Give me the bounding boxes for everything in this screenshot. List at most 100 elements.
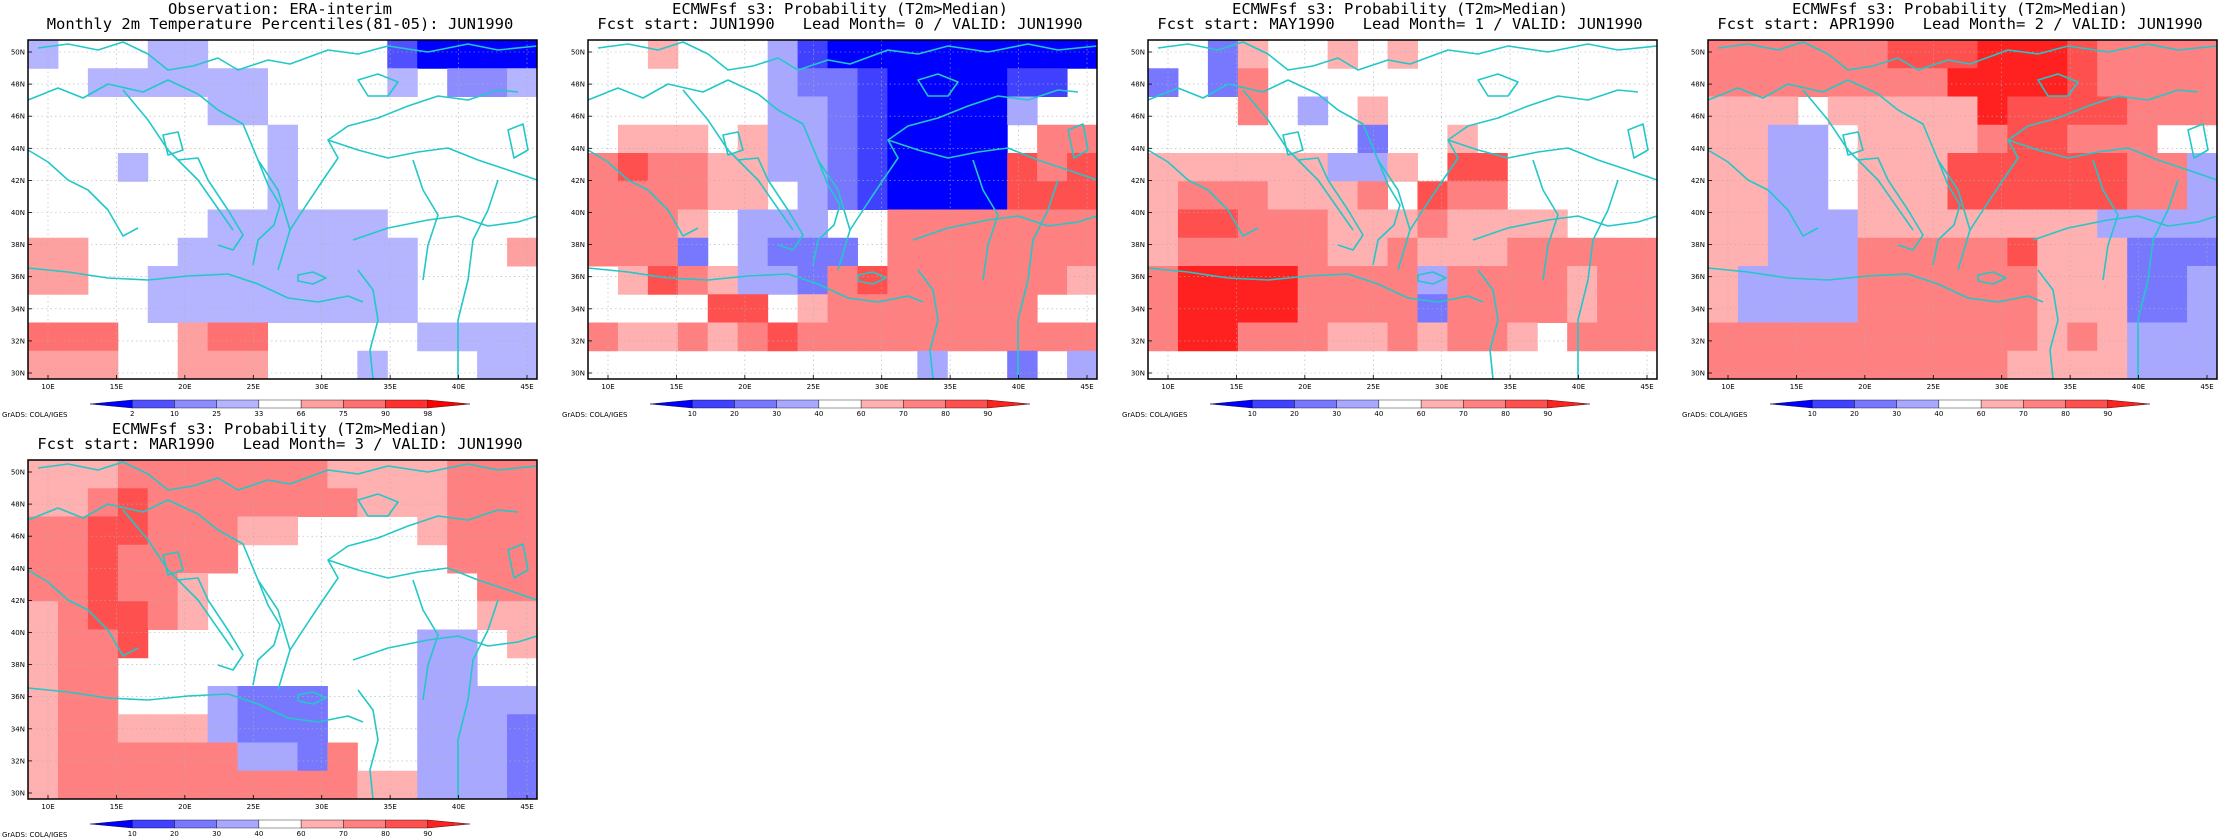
colorbar-label: 80 xyxy=(941,410,950,418)
grid-cell xyxy=(977,237,1008,267)
grid-cell xyxy=(857,40,888,69)
lat-tick-label: 42N xyxy=(571,177,585,185)
grid-cell xyxy=(477,516,508,546)
panel-forecast-lead2: 50N 48N 46N 44N 42N 40N 38N 36N 34N 32N 30N 10E 15E 2… xyxy=(1680,0,2240,420)
grid-cell xyxy=(2037,124,2068,154)
grid-cell xyxy=(1597,322,1628,352)
grid-cell xyxy=(1207,294,1239,323)
grid-cell xyxy=(447,488,478,517)
grid-cell xyxy=(2097,266,2128,295)
grid-cell xyxy=(2007,209,2038,239)
lon-tick-label: 40E xyxy=(2132,383,2145,391)
panel-observation: 50N 48N 46N 44N 42N 40N 38N 36N 34N 32N 30N 10E 15E 2… xyxy=(0,0,560,420)
colorbar-label: 10 xyxy=(170,410,179,418)
grid-cell xyxy=(237,266,269,295)
grid-cell xyxy=(827,153,858,182)
grid-cell xyxy=(207,488,239,517)
grid-cell xyxy=(147,294,179,323)
grid-cell xyxy=(1267,294,1299,323)
grid-cell xyxy=(1207,209,1239,239)
grid-cell xyxy=(1037,153,1068,182)
colorbar-swatch xyxy=(427,399,471,409)
lat-tick-label: 30N xyxy=(11,790,25,798)
lat-tick-label: 46N xyxy=(571,113,585,121)
grid-cell xyxy=(1267,237,1299,267)
colorbar-label: 90 xyxy=(381,410,390,418)
grid-cell xyxy=(507,573,538,602)
grid-cell xyxy=(237,68,269,97)
map-figure: 50N 48N 46N 44N 42N 40N 38N 36N 34N 32N 30N 10E 15E 2… xyxy=(11,39,538,418)
grid-cell xyxy=(857,68,888,97)
grid-cell xyxy=(237,742,269,772)
grid-cell xyxy=(1507,237,1538,267)
grid-cell xyxy=(1148,68,1179,97)
grid-cell xyxy=(117,573,149,602)
grid-cell xyxy=(677,153,709,182)
grid-cell xyxy=(1037,40,1068,69)
grid-cell xyxy=(1827,209,1859,239)
grid-cell xyxy=(267,153,298,182)
colorbar-label: 90 xyxy=(2103,410,2112,418)
colorbar-swatch xyxy=(776,399,820,409)
grid-cell xyxy=(1037,266,1068,295)
lon-tick-label: 25E xyxy=(247,383,260,391)
grid-cell xyxy=(917,96,948,126)
grid-cell xyxy=(2187,181,2218,210)
grid-cell xyxy=(297,209,328,239)
grid-cell xyxy=(887,181,918,210)
grid-cell xyxy=(177,350,209,380)
colorbar-swatch xyxy=(258,819,302,829)
colorbar-swatch xyxy=(1294,399,1337,409)
grid-cell xyxy=(1507,322,1538,352)
grid-cell xyxy=(1627,237,1658,267)
grid-cell xyxy=(1857,181,1889,210)
grid-cell xyxy=(87,657,119,687)
lat-tick-label: 38N xyxy=(1691,241,1705,249)
colorbar-label: 60 xyxy=(1417,410,1426,418)
grid-cell xyxy=(1797,153,1829,182)
grid-cell xyxy=(1477,153,1508,182)
grid-cell xyxy=(617,237,649,267)
grid-cell xyxy=(737,181,769,210)
grid-cell xyxy=(57,488,89,517)
probability-grid xyxy=(588,40,1098,380)
grid-cell xyxy=(1857,294,1889,323)
grid-cell xyxy=(1797,124,1829,154)
map-frame xyxy=(1147,39,1658,380)
lat-tick-label: 38N xyxy=(1131,241,1145,249)
grid-cell xyxy=(1177,237,1209,267)
grid-cell xyxy=(1357,181,1389,210)
panel-forecast-lead3: 50N 48N 46N 44N 42N 40N 38N 36N 34N 32N 30N 10E 15E 2… xyxy=(0,420,560,840)
grid-cell xyxy=(357,237,388,267)
grid-cell xyxy=(267,124,298,154)
colorbar-swatch xyxy=(1463,399,1506,409)
grid-cell xyxy=(447,544,478,574)
grid-cell xyxy=(1327,266,1359,295)
grid-cell xyxy=(677,237,709,267)
grid-cell xyxy=(2037,322,2068,352)
colorbar-label: 75 xyxy=(339,410,348,418)
lat-tick-label: 46N xyxy=(1131,113,1145,121)
grid-cell xyxy=(117,460,149,489)
grid-cell xyxy=(1767,124,1799,154)
grid-cell xyxy=(2007,322,2038,352)
grid-cell xyxy=(1977,209,2008,239)
grid-cell xyxy=(417,460,448,489)
colorbar-swatch xyxy=(216,399,260,409)
grid-cell xyxy=(1857,68,1889,97)
grid-cell xyxy=(1067,181,1098,210)
grid-cell xyxy=(2157,237,2188,267)
grid-cell xyxy=(1827,294,1859,323)
grid-cell xyxy=(1148,209,1179,239)
grid-cell xyxy=(2097,153,2128,182)
colorbar-label: 70 xyxy=(2019,410,2028,418)
grid-cell xyxy=(617,266,649,295)
grid-cell xyxy=(947,322,978,352)
grid-cell xyxy=(297,237,328,267)
grid-cell xyxy=(1237,322,1269,352)
grid-cell xyxy=(87,686,119,715)
grid-cell xyxy=(297,460,328,489)
grid-cell xyxy=(827,40,858,69)
grid-cell xyxy=(417,657,448,687)
grid-cell xyxy=(1887,209,1919,239)
